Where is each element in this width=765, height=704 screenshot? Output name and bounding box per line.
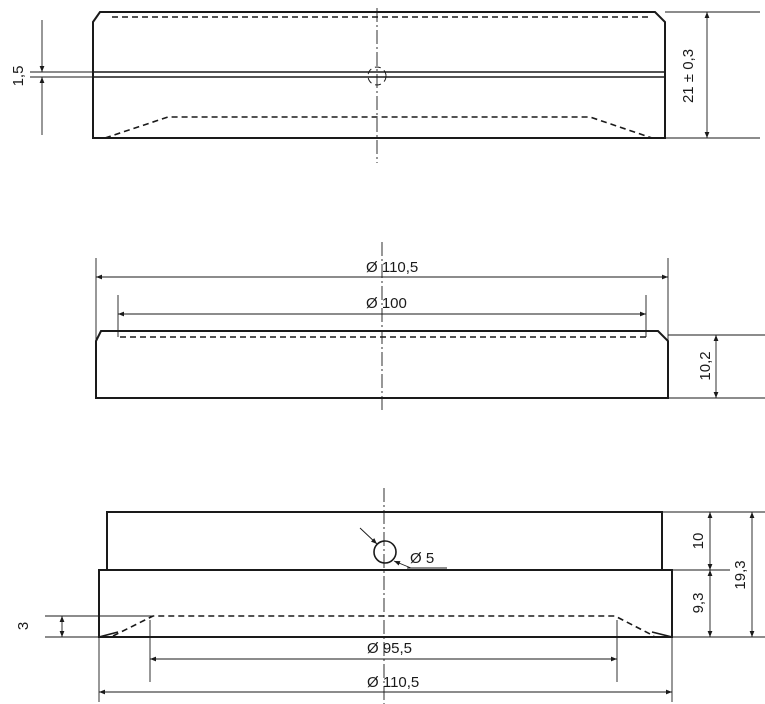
view-3-hole	[373, 540, 397, 564]
view-1-assembled: 1,5 21 ± 0,3	[10, 8, 760, 163]
dim-1-5-label: 1,5	[10, 66, 27, 87]
dim-hole-label: Ø 5	[410, 550, 434, 567]
dim-95-5-label: Ø 95,5	[367, 640, 412, 657]
dim-10-2-label: 10,2	[697, 351, 714, 380]
view-1-outline	[92, 11, 666, 139]
dim-9-3-label: 9,3	[690, 593, 707, 614]
dim-110-5-label: Ø 110,5	[366, 259, 418, 276]
dim-hole-leader-out	[393, 560, 412, 569]
dim-3-label: 3	[15, 622, 32, 630]
dim-110-5b-label: Ø 110,5	[367, 674, 419, 691]
view-3-lower-body	[98, 569, 673, 638]
dim-19-3-label: 19,3	[732, 560, 749, 589]
view-1-hidden-recess	[104, 116, 653, 139]
dim-10-label: 10	[690, 533, 707, 550]
view-3-hidden-recess	[112, 615, 655, 637]
view-2-cap: Ø 110,5 Ø 100 10,2	[95, 242, 765, 410]
dim-hole-leader-in	[359, 527, 378, 545]
dim-100-label: Ø 100	[366, 295, 407, 312]
view-3-recess-chamfer	[98, 631, 673, 638]
view-1-hidden-hole	[367, 66, 387, 86]
dim-21-label: 21 ± 0,3	[680, 49, 697, 103]
view-3-base: Ø 5 10 9,3 19,3 3 Ø 95,5 Ø 110,5	[15, 488, 765, 704]
